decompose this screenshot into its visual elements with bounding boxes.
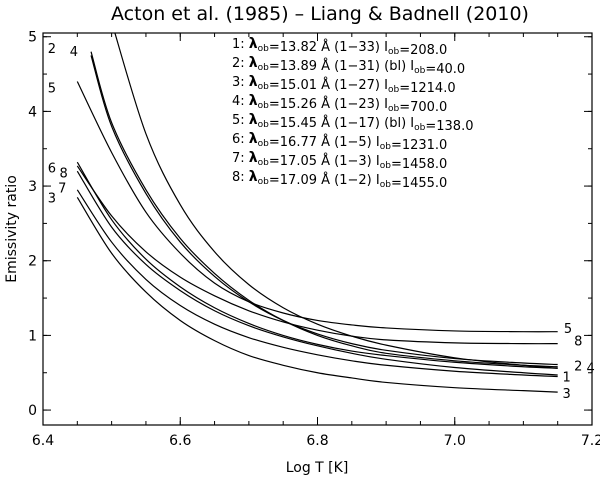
series-label: 2 — [48, 42, 56, 57]
x-axis-ticks: 6.4 6.6 6.8 7.0 7.2 — [32, 33, 600, 449]
series-label: 6 — [48, 161, 56, 176]
series-line-4 — [90, 55, 558, 366]
legend: 1: λob=13.82 Å (1−33) Iob=208.02: λob=13… — [232, 36, 473, 191]
series-label: 4 — [70, 45, 78, 60]
x-tick-label: 7.0 — [444, 433, 466, 449]
legend-entry-2: 2: λob=13.89 Å (1−31) (bl) Iob=40.0 — [232, 55, 465, 77]
y-tick-label: 0 — [28, 403, 37, 419]
x-tick-label: 6.6 — [169, 433, 191, 449]
series-line-extra — [114, 33, 558, 369]
series-label: 8 — [59, 167, 67, 182]
y-tick-label: 3 — [28, 179, 37, 195]
x-tick-label: 6.8 — [306, 433, 328, 449]
series-line-1 — [76, 170, 558, 376]
series-line-6 — [76, 161, 558, 369]
series-line-5 — [76, 81, 558, 333]
legend-entry-7: 7: λob=17.05 Å (1−3) Iob=1458.0 — [232, 150, 447, 172]
y-axis-label: Emissivity ratio — [4, 175, 20, 283]
x-axis-label: Log T [K] — [286, 460, 349, 476]
series-line-7 — [76, 189, 558, 378]
series-line-3 — [76, 196, 558, 393]
series-lines — [76, 33, 558, 393]
legend-entry-3: 3: λob=15.01 Å (1−27) Iob=1214.0 — [232, 74, 456, 96]
series-label: 3 — [562, 387, 570, 402]
series-label: 2 — [574, 359, 582, 374]
series-label: 7 — [58, 182, 66, 197]
chart-title: Acton et al. (1985) – Liang & Badnell (2… — [111, 3, 529, 25]
y-tick-label: 1 — [28, 328, 37, 344]
legend-entry-8: 8: λob=17.09 Å (1−2) Iob=1455.0 — [232, 169, 447, 191]
x-tick-label: 7.2 — [581, 433, 600, 449]
series-label: 3 — [48, 191, 56, 206]
legend-entry-5: 5: λob=15.45 Å (1−17) (bl) Iob=138.0 — [232, 112, 473, 134]
series-label: 8 — [574, 335, 582, 350]
series-label: 4 — [586, 362, 594, 377]
y-tick-label: 4 — [28, 104, 37, 120]
series-label: 5 — [48, 82, 56, 97]
legend-entry-1: 1: λob=13.82 Å (1−33) Iob=208.0 — [232, 36, 447, 58]
series-label: 5 — [564, 322, 572, 337]
series-line-8 — [76, 165, 558, 345]
series-label: 1 — [562, 370, 570, 385]
legend-entry-4: 4: λob=15.26 Å (1−23) Iob=700.0 — [232, 93, 447, 115]
legend-entry-6: 6: λob=16.77 Å (1−5) Iob=1231.0 — [232, 131, 447, 153]
x-tick-label: 6.4 — [32, 433, 54, 449]
y-tick-label: 5 — [28, 30, 37, 46]
y-tick-label: 2 — [28, 254, 37, 270]
